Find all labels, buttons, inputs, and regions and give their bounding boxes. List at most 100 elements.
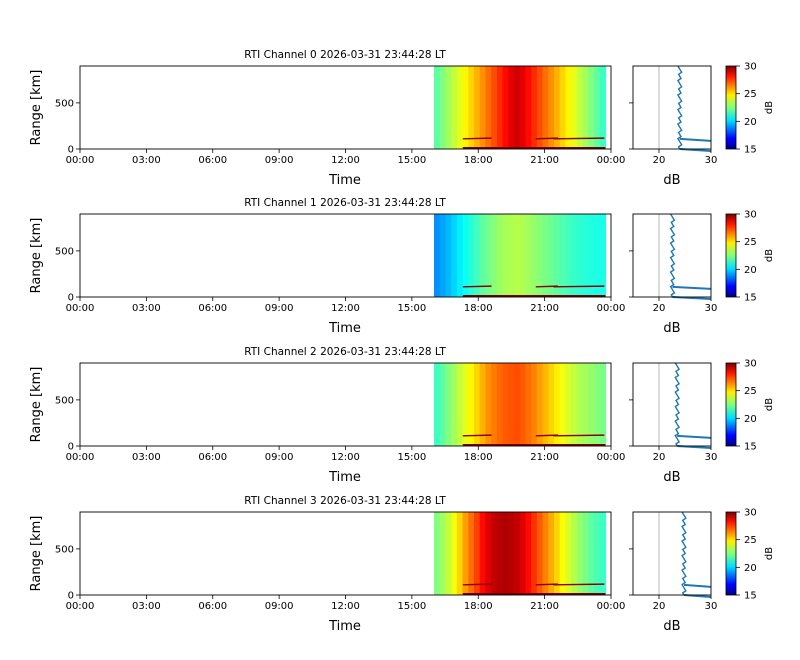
heatmap-column [588, 512, 595, 595]
profile-x-tick-label: 30 [705, 155, 718, 166]
profile-x-axis-label: dB [663, 321, 680, 336]
heatmap-column [559, 512, 567, 595]
colorbar [725, 65, 737, 150]
heatmap-column [479, 512, 487, 595]
profile-axes-frame [632, 511, 712, 596]
x-tick-label: 15:00 [397, 452, 426, 463]
profile-x-axis-label: dB [663, 619, 680, 634]
x-tick-label: 03:00 [132, 303, 161, 314]
heatmap-column [439, 66, 447, 149]
panel-title: RTI Channel 0 2026-03-31 23:44:28 LT [244, 49, 446, 61]
x-axis-label: Time [328, 173, 361, 188]
heatmap-column [502, 512, 509, 595]
heatmap-column [485, 66, 492, 149]
heatmap-column [554, 214, 561, 297]
profile-x-tick-label: 20 [653, 601, 666, 612]
heatmap-column [502, 66, 509, 149]
x-tick-label: 21:00 [530, 452, 559, 463]
heatmap-column [456, 512, 464, 595]
heatmap-column [439, 512, 447, 595]
colorbar-tick-label: 30 [744, 359, 757, 370]
colorbar-label: dB [764, 249, 775, 262]
colorbar-tick-label: 30 [744, 62, 757, 73]
heatmap-column [508, 363, 515, 446]
echo-streak [553, 434, 605, 437]
colorbar-tick-label: 15 [744, 591, 757, 602]
heatmap-column [571, 214, 578, 297]
heatmap-column [508, 214, 515, 297]
rti-panel-0: RTI Channel 0 2026-03-31 23:44:28 LT 00:0… [29, 49, 775, 188]
x-axis-label: Time [328, 470, 361, 485]
heatmap-column [468, 214, 475, 297]
echo-streak [553, 137, 605, 140]
heatmap-column [519, 512, 527, 595]
heatmap-column [479, 66, 487, 149]
heatmap-column [599, 66, 607, 149]
heatmap-column [582, 214, 589, 297]
heatmap-column [599, 214, 607, 297]
heatmap-column [594, 363, 601, 446]
heatmap-column [565, 214, 572, 297]
profile-x-tick-label: 20 [653, 303, 666, 314]
heatmap-column [445, 363, 452, 446]
heatmap-column [474, 214, 481, 297]
x-tick-label: 09:00 [265, 155, 294, 166]
heatmap-column [462, 363, 469, 446]
heatmap-column [594, 214, 601, 297]
heatmap-column [479, 363, 487, 446]
heatmap-column [582, 66, 589, 149]
y-tick-label: 500 [55, 246, 74, 257]
profile-spike [679, 137, 712, 142]
heatmap-column [582, 363, 589, 446]
heatmap-column [519, 214, 527, 297]
heatmap-column [548, 214, 555, 297]
y-tick-label: 500 [55, 395, 74, 406]
x-tick-label: 09:00 [265, 452, 294, 463]
rti-panel-2: RTI Channel 2 2026-03-31 23:44:28 LT 00:0… [29, 346, 775, 485]
colorbar-label: dB [764, 398, 775, 411]
echo-streak [553, 583, 605, 586]
heatmap-column [434, 512, 441, 595]
y-tick-label: 0 [68, 591, 74, 602]
heatmap-column [554, 66, 561, 149]
heatmap-column [514, 363, 521, 446]
heatmap-column [496, 512, 504, 595]
heatmap-column [451, 512, 458, 595]
y-axis-label: Range [km] [29, 367, 44, 443]
echo-streak [462, 583, 492, 586]
heatmap-column [474, 66, 481, 149]
heatmap-column [456, 214, 464, 297]
heatmap-column [491, 66, 498, 149]
profile-line [674, 362, 681, 447]
heatmap-column [519, 66, 527, 149]
profile-x-tick-label: 30 [705, 601, 718, 612]
y-tick-label: 0 [68, 293, 74, 304]
heatmap-column [525, 66, 532, 149]
x-tick-label: 12:00 [331, 452, 360, 463]
heatmap-column [594, 66, 601, 149]
heatmap-column [588, 363, 595, 446]
colorbar-tick-label: 30 [744, 210, 757, 221]
x-tick-label: 06:00 [198, 155, 227, 166]
profile-spike [683, 583, 712, 588]
heatmap-column [502, 363, 509, 446]
profile-line [676, 65, 683, 150]
colorbar-tick-label: 30 [744, 508, 757, 519]
heatmap-column [468, 66, 475, 149]
y-tick-label: 0 [68, 442, 74, 453]
heatmap-column [542, 66, 549, 149]
profile-line [681, 511, 687, 596]
heatmap-column [571, 512, 578, 595]
y-axis-label: Range [km] [29, 516, 44, 592]
heatmap-column [502, 214, 509, 297]
panel-title: RTI Channel 3 2026-03-31 23:44:28 LT [244, 495, 446, 507]
x-tick-label: 09:00 [265, 601, 294, 612]
colorbar [725, 362, 737, 447]
panel-title: RTI Channel 2 2026-03-31 23:44:28 LT [244, 346, 446, 358]
colorbar-tick-label: 20 [744, 563, 757, 574]
heatmap-column [536, 66, 544, 149]
x-tick-label: 00:00 [66, 452, 95, 463]
heatmap-column [508, 512, 515, 595]
profile-spike [672, 285, 712, 290]
